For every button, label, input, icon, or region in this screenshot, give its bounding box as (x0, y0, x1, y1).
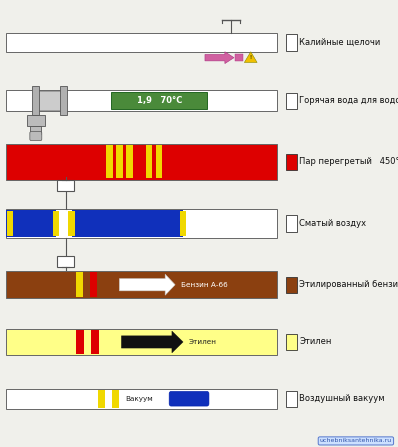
Bar (6, 209, 277, 238)
Bar (7, 211, 13, 236)
Bar (72, 210, 183, 237)
Text: Бензин А-66: Бензин А-66 (181, 282, 228, 288)
Bar (27, 115, 45, 126)
Bar (6, 271, 277, 298)
Bar (286, 277, 297, 293)
Bar (126, 145, 133, 178)
Polygon shape (205, 52, 234, 63)
Bar (30, 126, 41, 134)
Bar (91, 329, 99, 354)
Bar (90, 272, 97, 297)
Bar (6, 90, 277, 111)
Text: Калийные щелочи: Калийные щелочи (299, 38, 380, 47)
Bar (146, 145, 152, 178)
Bar (6, 33, 277, 52)
Text: Вакуум: Вакуум (125, 396, 153, 402)
Polygon shape (244, 52, 257, 63)
Bar (32, 86, 39, 115)
Bar (286, 93, 297, 109)
Bar (112, 390, 119, 408)
Bar (286, 215, 297, 232)
Bar (286, 334, 297, 350)
Bar (57, 256, 74, 267)
Polygon shape (119, 274, 175, 295)
Text: Горячая вода для водо-: Горячая вода для водо- (299, 96, 398, 105)
Bar (98, 390, 105, 408)
Bar (180, 211, 186, 236)
Bar (76, 272, 83, 297)
Text: Этилен: Этилен (189, 339, 217, 345)
Bar (6, 389, 277, 409)
Bar (6, 210, 56, 237)
Text: 1,9   70°C: 1,9 70°C (137, 96, 182, 105)
Text: Этилированный бензин: Этилированный бензин (299, 280, 398, 289)
FancyBboxPatch shape (169, 392, 209, 406)
Bar (111, 92, 207, 109)
Bar (60, 86, 67, 115)
Bar (286, 154, 297, 170)
Text: Этилен: Этилен (299, 337, 332, 346)
Bar (235, 55, 243, 61)
Text: !: ! (250, 55, 252, 60)
Bar (286, 391, 297, 407)
Bar (116, 145, 123, 178)
Text: Пар перегретый   450°C: Пар перегретый 450°C (299, 157, 398, 166)
Bar (6, 144, 277, 180)
Bar (76, 329, 84, 354)
Bar (156, 145, 162, 178)
Text: Воздушный вакуум: Воздушный вакуум (299, 394, 385, 403)
Bar (36, 91, 64, 110)
Bar (286, 34, 297, 51)
Polygon shape (121, 331, 183, 353)
Bar (68, 211, 75, 236)
Bar (57, 180, 74, 191)
Bar (106, 145, 113, 178)
FancyBboxPatch shape (30, 131, 42, 140)
Bar (6, 329, 277, 355)
Text: Сматый воздух: Сматый воздух (299, 219, 367, 228)
Bar (53, 211, 59, 236)
Text: uchebniksantehnika.ru: uchebniksantehnika.ru (320, 439, 392, 443)
